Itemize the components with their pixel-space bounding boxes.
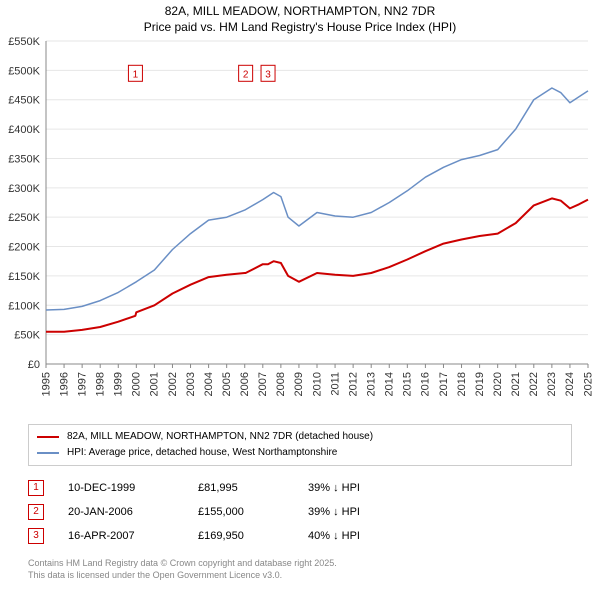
svg-text:£250K: £250K — [8, 212, 40, 224]
svg-text:2023: 2023 — [546, 372, 558, 396]
marker-badge: 2 — [28, 504, 44, 520]
marker-price: £155,000 — [198, 506, 308, 518]
line-chart-svg: £0 £50K £100K £150K £200K £250K £300K £350K £400… — [0, 35, 600, 420]
marker-delta: 39% ↓ HPI — [308, 506, 360, 518]
marker-delta: 39% ↓ HPI — [308, 482, 360, 494]
svg-text:2009: 2009 — [293, 372, 305, 396]
svg-text:2011: 2011 — [329, 372, 341, 396]
svg-text:2001: 2001 — [149, 372, 161, 396]
svg-text:£100K: £100K — [8, 300, 40, 312]
svg-text:2013: 2013 — [366, 372, 378, 396]
chart-area: £0 £50K £100K £150K £200K £250K £300K £350K £400… — [0, 35, 600, 420]
svg-text:2: 2 — [243, 69, 249, 80]
legend-label: 82A, MILL MEADOW, NORTHAMPTON, NN2 7DR (… — [67, 429, 373, 445]
title-line2: Price paid vs. HM Land Registry's House … — [0, 20, 600, 36]
legend-row: 82A, MILL MEADOW, NORTHAMPTON, NN2 7DR (… — [37, 429, 563, 445]
svg-text:2000: 2000 — [131, 372, 143, 396]
svg-text:2019: 2019 — [474, 372, 486, 396]
marker-price: £81,995 — [198, 482, 308, 494]
svg-text:2021: 2021 — [510, 372, 522, 396]
svg-text:£300K: £300K — [8, 183, 40, 195]
footer-line1: Contains HM Land Registry data © Crown c… — [28, 558, 572, 570]
footer-line2: This data is licensed under the Open Gov… — [28, 570, 572, 582]
chart-title: 82A, MILL MEADOW, NORTHAMPTON, NN2 7DR P… — [0, 0, 600, 35]
svg-text:£50K: £50K — [14, 330, 40, 342]
legend: 82A, MILL MEADOW, NORTHAMPTON, NN2 7DR (… — [28, 424, 572, 466]
svg-text:2018: 2018 — [456, 372, 468, 396]
svg-text:2007: 2007 — [257, 372, 269, 396]
legend-swatch — [37, 452, 59, 454]
svg-text:£200K: £200K — [8, 242, 40, 254]
svg-text:2016: 2016 — [420, 372, 432, 396]
legend-label: HPI: Average price, detached house, West… — [67, 445, 337, 461]
svg-text:2002: 2002 — [167, 372, 179, 396]
marker-date: 20-JAN-2006 — [68, 506, 198, 518]
svg-text:£0: £0 — [28, 359, 40, 371]
svg-text:2003: 2003 — [185, 372, 197, 396]
footer-note: Contains HM Land Registry data © Crown c… — [28, 558, 572, 581]
svg-text:£150K: £150K — [8, 271, 40, 283]
svg-text:£450K: £450K — [8, 95, 40, 107]
marker-table-row: 1 10-DEC-1999£81,99539% ↓ HPI — [28, 476, 572, 500]
svg-text:3: 3 — [265, 69, 271, 80]
legend-swatch — [37, 436, 59, 438]
svg-text:2015: 2015 — [402, 372, 414, 396]
marker-date: 16-APR-2007 — [68, 530, 198, 542]
svg-text:1998: 1998 — [94, 372, 106, 396]
marker-table-row: 3 16-APR-2007£169,95040% ↓ HPI — [28, 524, 572, 548]
svg-text:2010: 2010 — [311, 372, 323, 396]
svg-text:2006: 2006 — [239, 372, 251, 396]
svg-text:2025: 2025 — [582, 372, 594, 396]
marker-table: 1 10-DEC-1999£81,99539% ↓ HPI 2 20-JAN-2006… — [28, 476, 572, 548]
svg-text:1: 1 — [133, 69, 139, 80]
svg-text:2014: 2014 — [384, 372, 396, 396]
marker-date: 10-DEC-1999 — [68, 482, 198, 494]
svg-text:2022: 2022 — [528, 372, 540, 396]
svg-text:£500K: £500K — [8, 66, 40, 78]
svg-text:2004: 2004 — [203, 372, 215, 396]
svg-text:2017: 2017 — [438, 372, 450, 396]
marker-delta: 40% ↓ HPI — [308, 530, 360, 542]
legend-row: HPI: Average price, detached house, West… — [37, 445, 563, 461]
svg-text:2024: 2024 — [564, 372, 576, 396]
svg-text:2005: 2005 — [221, 372, 233, 396]
svg-text:1999: 1999 — [113, 372, 125, 396]
marker-table-row: 2 20-JAN-2006£155,00039% ↓ HPI — [28, 500, 572, 524]
svg-text:1995: 1995 — [40, 372, 52, 396]
svg-text:£350K: £350K — [8, 154, 40, 166]
svg-text:2020: 2020 — [492, 372, 504, 396]
svg-text:2008: 2008 — [275, 372, 287, 396]
title-line1: 82A, MILL MEADOW, NORTHAMPTON, NN2 7DR — [0, 4, 600, 20]
marker-badge: 3 — [28, 528, 44, 544]
svg-text:1997: 1997 — [76, 372, 88, 396]
svg-text:£400K: £400K — [8, 124, 40, 136]
svg-text:1996: 1996 — [58, 372, 70, 396]
svg-text:£550K: £550K — [8, 36, 40, 48]
marker-price: £169,950 — [198, 530, 308, 542]
svg-text:2012: 2012 — [347, 372, 359, 396]
marker-badge: 1 — [28, 480, 44, 496]
